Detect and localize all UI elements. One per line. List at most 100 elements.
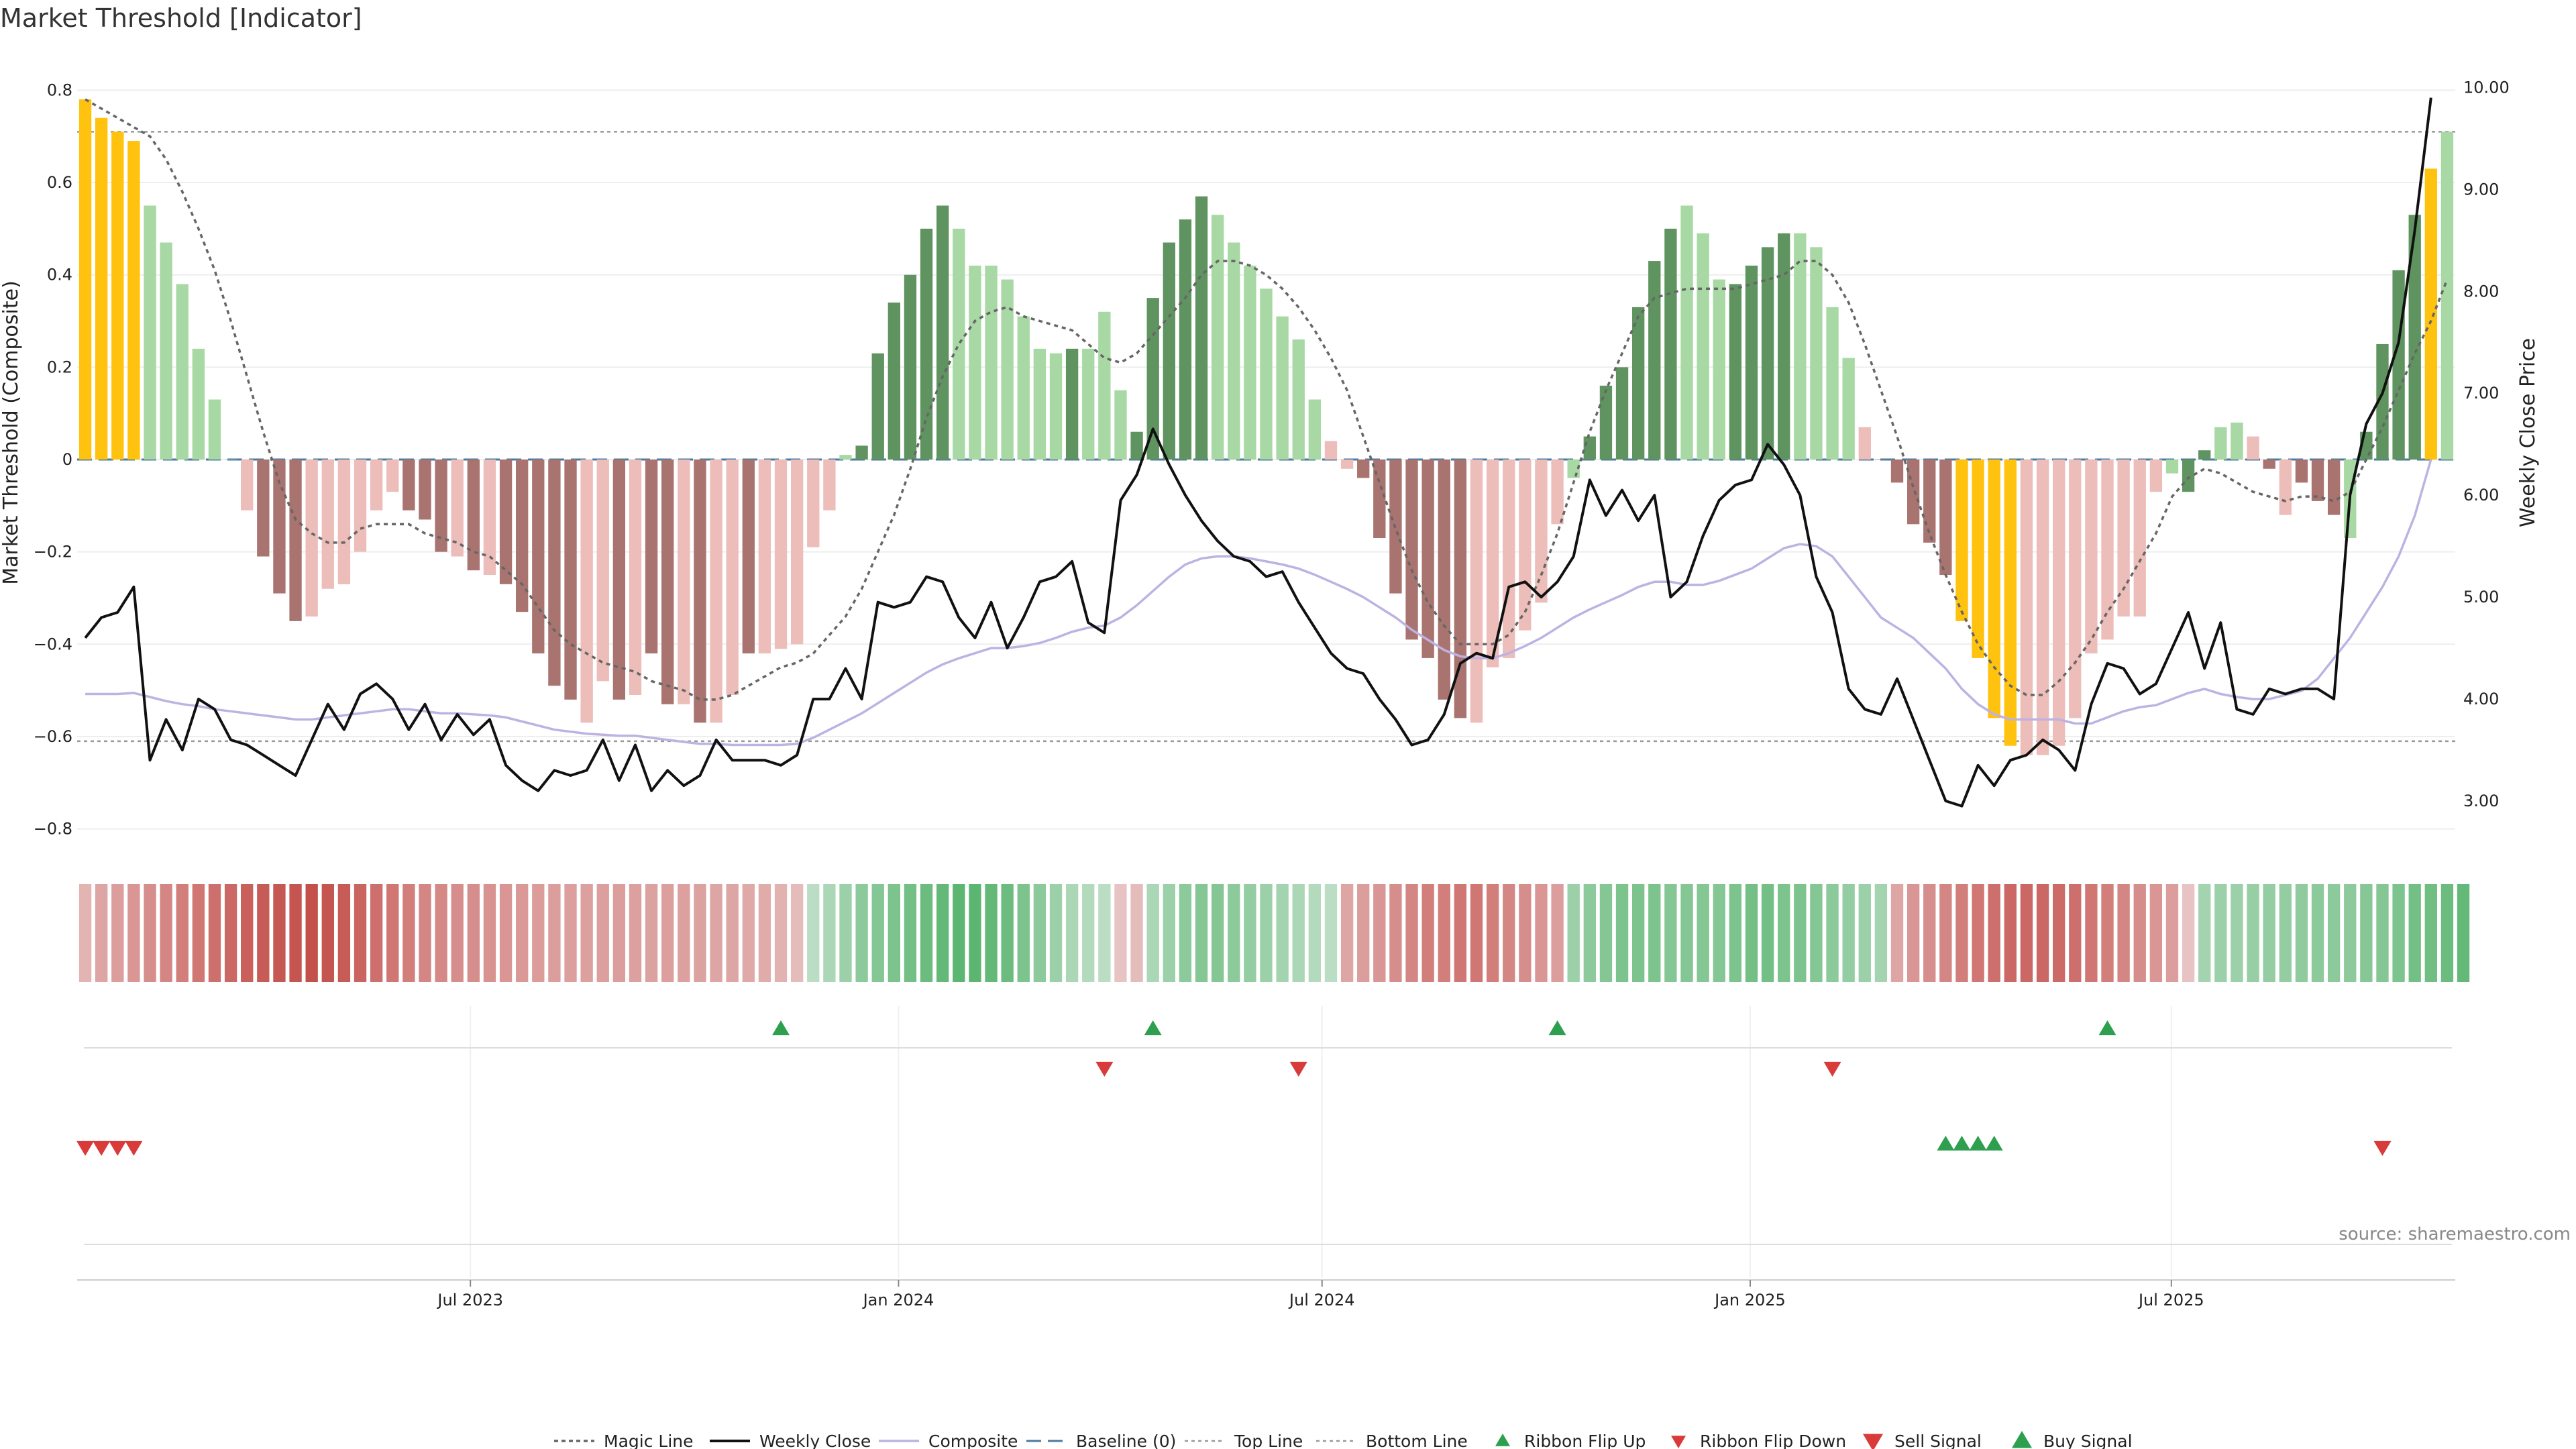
ribbon-cell — [548, 884, 561, 982]
composite-bar — [160, 242, 172, 460]
composite-bar — [2327, 460, 2341, 515]
composite-bar — [1114, 390, 1127, 460]
composite-bar — [1697, 233, 1709, 460]
composite-bar — [969, 265, 981, 460]
composite-bar — [807, 460, 820, 547]
ribbon-cell — [1049, 884, 1063, 982]
composite-bar — [1988, 460, 2000, 718]
ribbon-cell — [985, 884, 998, 982]
ribbon-cell — [920, 884, 933, 982]
ribbon-cell — [1890, 884, 1904, 982]
composite-bar — [208, 399, 221, 460]
composite-bar — [871, 353, 884, 460]
ribbon-cell — [435, 884, 447, 982]
ribbon-cell — [1519, 884, 1532, 982]
x-tick-label: Jul 2024 — [1288, 1291, 1355, 1309]
composite-bar — [289, 460, 302, 621]
composite-bar — [2036, 460, 2049, 755]
ribbon-cell — [2069, 884, 2082, 982]
composite-bar — [596, 460, 609, 682]
ribbon-cell — [1664, 884, 1677, 982]
ribbon-cell — [710, 884, 722, 982]
ribbon-cell — [1680, 884, 1693, 982]
composite-bar — [1065, 348, 1079, 460]
composite-bar — [1907, 460, 1920, 525]
sell-signal-marker — [2373, 1140, 2392, 1156]
ribbon-cell — [1292, 884, 1305, 982]
composite-bar — [2182, 460, 2195, 492]
right-y-tick-label: 9.00 — [2463, 180, 2499, 199]
composite-bar — [2101, 460, 2114, 640]
ribbon-cell — [1858, 884, 1871, 982]
composite-bar — [111, 131, 124, 460]
composite-bar — [1794, 233, 1807, 460]
composite-bar — [2295, 460, 2308, 483]
composite-bar — [1276, 316, 1289, 460]
x-axis: Jul 2023 Jan 2024 Jul 2024 Jan 2025 Jul 2025 — [436, 1280, 2204, 1309]
composite-bar — [1017, 316, 1030, 460]
ribbon-cell — [451, 884, 464, 982]
composite-bar — [1713, 279, 1725, 460]
left-y-tick-label: 0.4 — [47, 266, 72, 284]
legend-item-flipup: Ribbon Flip Up — [1495, 1432, 1646, 1449]
ribbon-cell — [1599, 884, 1613, 982]
ribbon-cell — [1438, 884, 1450, 982]
composite-bar — [402, 460, 415, 511]
right-y-tick-label: 4.00 — [2463, 690, 2499, 708]
ribbon-cell — [1195, 884, 1208, 982]
composite-bar — [904, 274, 917, 460]
composite-bar — [1842, 358, 1855, 460]
composite-bar — [742, 460, 755, 654]
composite-bar — [839, 455, 852, 460]
composite-bar — [2117, 460, 2130, 616]
composite-bar — [532, 460, 545, 654]
ribbon-cell — [1308, 884, 1322, 982]
legend-swatch — [1495, 1434, 1510, 1446]
right-y-tick-label: 7.00 — [2463, 384, 2499, 402]
ribbon-cell — [1130, 884, 1143, 982]
ribbon-cell — [1082, 884, 1095, 982]
right-axis-label: Weekly Close Price — [2516, 338, 2540, 527]
ribbon-cell — [208, 884, 221, 982]
ribbon-cell — [2117, 884, 2130, 982]
composite-bar — [1519, 460, 1532, 631]
ribbon-cell — [289, 884, 302, 982]
composite-bar — [1826, 307, 1839, 460]
composite-bar — [1535, 460, 1548, 603]
composite-bar — [888, 303, 901, 460]
ribbon-cell — [160, 884, 172, 982]
composite-bar — [370, 460, 383, 511]
ribbon-cell — [402, 884, 415, 982]
composite-bar — [2376, 343, 2389, 460]
composite-bar — [774, 460, 788, 649]
x-tick-label: Jul 2025 — [2137, 1291, 2204, 1309]
ribbon-cell — [386, 884, 399, 982]
ribbon-cell — [1470, 884, 1483, 982]
legend-label: Weekly Close — [759, 1432, 871, 1449]
composite-bar — [127, 141, 140, 460]
ribbon-cell — [224, 884, 237, 982]
composite-line — [85, 459, 2432, 747]
ribbon-cell — [645, 884, 658, 982]
ribbon-cell — [1842, 884, 1855, 982]
composite-bar — [1470, 460, 1483, 723]
left-y-tick-label: −0.8 — [34, 820, 72, 839]
ribbon-cell — [2036, 884, 2049, 982]
sell-signal-marker — [93, 1140, 111, 1156]
composite-bar — [1228, 242, 1240, 460]
chart-title: Market Threshold [Indicator] — [0, 3, 362, 33]
composite-bar — [694, 460, 706, 723]
composite-bar — [1049, 353, 1063, 460]
legend-item-close: Weekly Close — [710, 1432, 871, 1449]
ribbon-flip-up-marker — [1144, 1020, 1162, 1036]
ribbon-cell — [354, 884, 367, 982]
signal-panels — [76, 1006, 2455, 1281]
composite-bar — [1292, 339, 1305, 460]
ribbon-cell — [2085, 884, 2098, 982]
composite-bar — [1729, 284, 1742, 460]
composite-bar — [1308, 399, 1322, 460]
ribbon-cell — [564, 884, 577, 982]
legend-item-sell: Sell Signal — [1863, 1432, 1982, 1449]
buy-signal-marker — [1953, 1136, 1971, 1151]
